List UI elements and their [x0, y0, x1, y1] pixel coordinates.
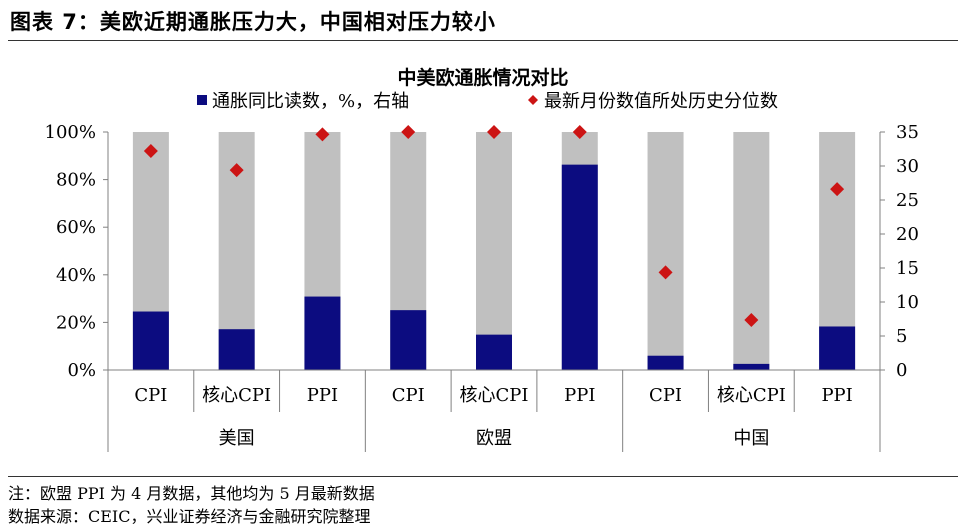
right-axis-tick-label: 0 — [896, 360, 907, 381]
percentile-marker — [830, 182, 845, 197]
group-label: 欧盟 — [476, 428, 512, 449]
right-axis-tick-label: 15 — [896, 258, 919, 279]
inflation-bar — [819, 326, 856, 370]
background-bar — [476, 132, 512, 370]
inflation-bar — [390, 310, 427, 370]
left-axis-tick-label: 80% — [56, 170, 96, 191]
inflation-bar — [561, 164, 598, 370]
percentile-marker — [487, 125, 501, 139]
data-source: 数据来源：CEIC，兴业证券经济与金融研究院整理 — [8, 507, 371, 526]
right-axis-tick-label: 35 — [896, 122, 919, 143]
right-axis-tick-label: 25 — [896, 190, 919, 211]
group-label: 中国 — [733, 428, 769, 449]
inflation-bar — [304, 296, 341, 370]
category-label: PPI — [821, 385, 852, 406]
inflation-comparison-chart: 中美欧通胀情况对比 通胀同比读数，%，右轴 最新月份数值所处历史分位数 CPI 核… — [45, 66, 919, 452]
category-label: PPI — [307, 385, 338, 406]
group-label: 美国 — [219, 428, 255, 449]
percentile-marker — [744, 313, 759, 328]
left-axis-tick-label: 0% — [67, 360, 96, 381]
category-label: CPI — [392, 385, 425, 406]
left-axis-tick-label: 100% — [45, 122, 96, 143]
left-axis-tick-label: 40% — [56, 265, 96, 286]
right-axis-tick-label: 20 — [896, 224, 919, 245]
left-axis-tick-label: 20% — [56, 312, 96, 333]
bottom-rule — [8, 476, 958, 477]
footnote: 注：欧盟 PPI 为 4 月数据，其他均为 5 月最新数据 — [8, 484, 375, 503]
percentile-marker — [401, 125, 416, 139]
legend: 通胀同比读数，%，右轴 最新月份数值所处历史分位数 — [197, 91, 778, 112]
figure-title: 图表 7：美欧近期通胀压力大，中国相对压力较小 — [10, 10, 496, 34]
left-axis-tick-label: 60% — [56, 217, 96, 238]
percentile-marker — [658, 265, 673, 280]
legend-bar-swatch — [197, 95, 207, 105]
right-axis-tick-label: 30 — [896, 156, 919, 177]
chart-title: 中美欧通胀情况对比 — [397, 66, 568, 89]
legend-diamond-swatch — [528, 95, 538, 105]
category-label: CPI — [649, 385, 682, 406]
background-bar — [733, 132, 770, 370]
inflation-bar — [476, 334, 512, 370]
category-label: CPI — [134, 385, 167, 406]
category-label: 核心CPI — [717, 385, 786, 406]
category-label: PPI — [564, 385, 595, 406]
right-axis-tick-label: 5 — [896, 326, 907, 347]
legend-bar-label: 通胀同比读数，%，右轴 — [212, 91, 409, 112]
category-label: 核心CPI — [202, 385, 271, 406]
percentile-marker — [572, 125, 587, 139]
right-axis-tick-label: 10 — [896, 292, 919, 313]
inflation-bar — [647, 355, 684, 370]
background-bar — [647, 132, 684, 370]
percentile-marker — [229, 163, 244, 178]
inflation-bar — [733, 363, 770, 370]
inflation-bar — [218, 329, 255, 370]
inflation-bar — [132, 311, 169, 370]
percentile-marker — [143, 144, 158, 159]
top-rule — [8, 40, 958, 41]
percentile-marker — [315, 127, 330, 142]
legend-diamond-label: 最新月份数值所处历史分位数 — [544, 91, 778, 112]
category-label: 核心CPI — [460, 385, 529, 406]
